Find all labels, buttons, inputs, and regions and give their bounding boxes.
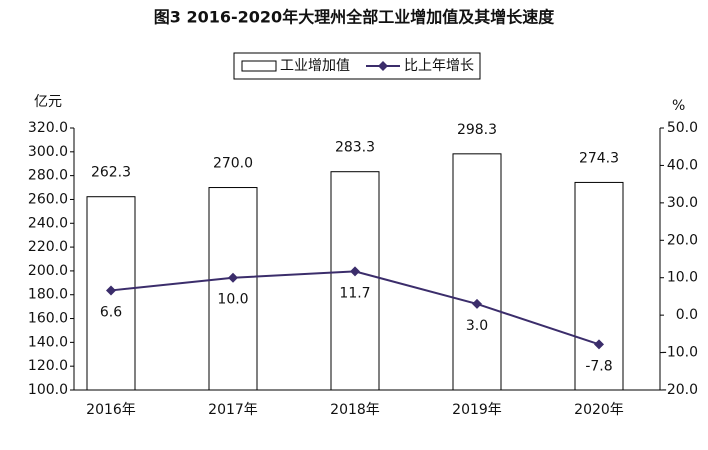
y-tick-label: 140.0 [28, 334, 68, 350]
bar-value-label: 283.3 [335, 140, 375, 156]
y2-tick-label: 50.0 [667, 120, 698, 136]
line-value-label: 11.7 [339, 285, 370, 301]
x-tick-label: 2020年 [574, 402, 624, 418]
line-marker [594, 339, 604, 350]
bar-value-label: 270.0 [213, 156, 253, 172]
y2-tick-label: -10.0 [662, 345, 698, 361]
legend-marker [378, 61, 388, 71]
x-tick-label: 2016年 [86, 402, 136, 418]
bar [574, 181, 624, 391]
y-tick-label: 260.0 [28, 191, 68, 207]
legend-label: 工业增加值 [280, 58, 350, 74]
y2-tick-label: 40.0 [667, 157, 698, 173]
y-tick-label: 280.0 [28, 168, 68, 184]
bar [208, 187, 258, 391]
chart-title: 图3 2016-2020年大理州全部工业增加值及其增长速度 [154, 8, 555, 27]
y2-tick-label: 20.0 [667, 232, 698, 248]
y2-tick-label: 0.0 [676, 307, 698, 323]
x-tick-label: 2017年 [208, 402, 258, 418]
legend-swatch [241, 60, 277, 72]
y-tick-label: 320.0 [28, 120, 68, 136]
line-value-label: 10.0 [217, 292, 248, 308]
y-tick-label: 200.0 [28, 263, 68, 279]
legend-label: 比上年增长 [404, 58, 474, 74]
bar-value-label: 298.3 [457, 122, 497, 138]
y2-tick-label: 30.0 [667, 195, 698, 211]
line-marker [106, 285, 116, 296]
line-value-label: -7.8 [585, 358, 612, 374]
y-tick-label: 180.0 [28, 287, 68, 303]
y-tick-label: 120.0 [28, 358, 68, 374]
y-tick-label: 300.0 [28, 144, 68, 160]
y-tick-label: 220.0 [28, 239, 68, 255]
line-marker [228, 272, 238, 283]
bar-value-label: 262.3 [91, 165, 131, 181]
y2-tick-label: 10.0 [667, 270, 698, 286]
y-axis-label: 亿元 [34, 94, 62, 110]
bar [452, 153, 502, 391]
y-tick-label: 100.0 [28, 382, 68, 398]
line-value-label: 6.6 [100, 304, 122, 320]
line-value-label: 3.0 [466, 318, 488, 334]
line-marker [350, 266, 360, 277]
y2-tick-label: -20.0 [662, 382, 698, 398]
x-tick-label: 2019年 [452, 402, 502, 418]
bar [330, 171, 380, 391]
bar-value-label: 274.3 [579, 150, 619, 166]
y2-axis-label: % [672, 98, 685, 114]
y-tick-label: 240.0 [28, 215, 68, 231]
x-tick-label: 2018年 [330, 402, 380, 418]
y-tick-label: 160.0 [28, 311, 68, 327]
legend-box [233, 52, 481, 80]
line-marker [472, 298, 482, 309]
